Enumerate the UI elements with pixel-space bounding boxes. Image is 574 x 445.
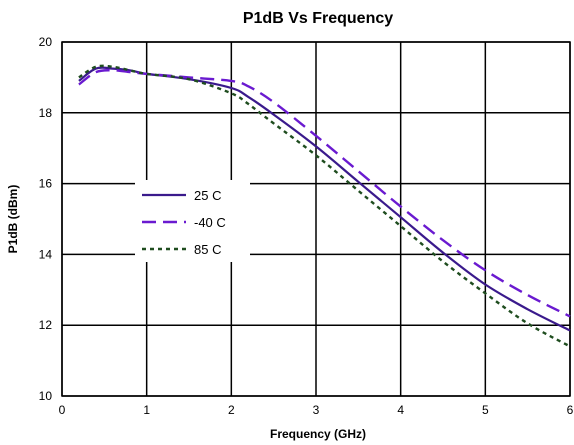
series-line-2 (78, 69, 571, 318)
y-tick-label: 18 (39, 106, 53, 120)
y-tick-label: 14 (39, 247, 53, 261)
series-line-1 (78, 66, 571, 332)
legend-label: 25 C (194, 188, 221, 203)
y-tick-label: 16 (39, 177, 53, 191)
x-axis-label: Frequency (GHz) (270, 427, 366, 441)
chart-title: P1dB Vs Frequency (243, 10, 393, 27)
x-tick-label: 4 (397, 403, 404, 417)
x-tick-label: 2 (228, 403, 235, 417)
x-tick-label: 6 (567, 403, 574, 417)
plot-area-border (61, 41, 571, 397)
legend-label: 85 C (194, 242, 221, 257)
y-axis-label: P1dB (dBm) (6, 185, 20, 254)
x-tick-label: 5 (482, 403, 489, 417)
legend: 25 C -40 C 85 C (135, 180, 250, 262)
y-tick-label: 20 (39, 35, 53, 49)
series-lines (78, 64, 571, 348)
x-tick-label: 0 (59, 403, 66, 417)
y-tick-label: 12 (39, 318, 53, 332)
y-tick-label: 10 (39, 389, 53, 403)
series-line-3 (78, 64, 571, 348)
legend-label: -40 C (194, 215, 226, 230)
x-tick-label: 3 (313, 403, 320, 417)
x-tick-label: 1 (143, 403, 150, 417)
